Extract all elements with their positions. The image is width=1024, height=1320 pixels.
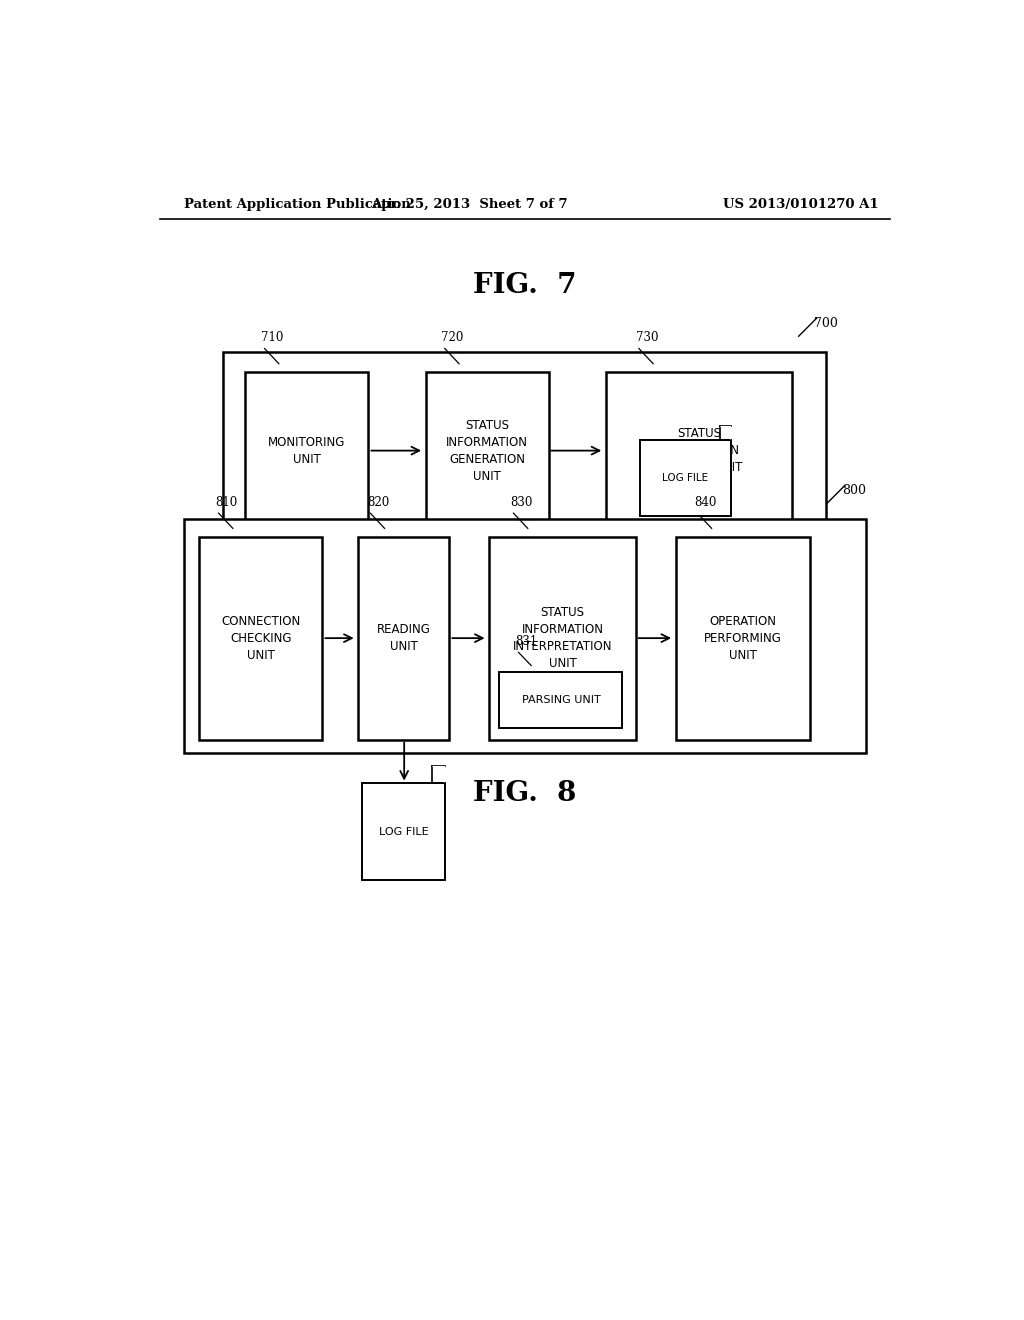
Bar [358, 536, 450, 739]
Bar [223, 351, 826, 549]
Polygon shape [721, 426, 731, 440]
Bar [183, 519, 866, 752]
Text: 831: 831 [515, 635, 538, 648]
Text: 730: 730 [636, 331, 658, 345]
Text: US 2013/0101270 A1: US 2013/0101270 A1 [723, 198, 879, 211]
Text: LOG FILE: LOG FILE [379, 826, 429, 837]
Text: FIG.  8: FIG. 8 [473, 780, 577, 807]
Bar [640, 440, 731, 516]
Text: STATUS
INFORMATION
STORAGE UNIT: STATUS INFORMATION STORAGE UNIT [655, 428, 742, 474]
Polygon shape [432, 766, 445, 784]
Text: 800: 800 [842, 484, 866, 498]
Text: Apr. 25, 2013  Sheet 7 of 7: Apr. 25, 2013 Sheet 7 of 7 [371, 198, 567, 211]
Text: PARSING UNIT: PARSING UNIT [521, 694, 600, 705]
Text: FIG.  7: FIG. 7 [473, 272, 577, 298]
Bar [362, 784, 445, 880]
Text: LOG FILE: LOG FILE [663, 473, 709, 483]
Bar [500, 672, 623, 727]
Text: 700: 700 [814, 317, 839, 330]
Bar [246, 372, 369, 529]
Bar [426, 372, 549, 529]
Text: MONITORING
UNIT: MONITORING UNIT [268, 436, 346, 466]
Text: 840: 840 [694, 496, 717, 510]
Bar [200, 536, 323, 739]
Text: STATUS
INFORMATION
INTERPRETATION
UNIT: STATUS INFORMATION INTERPRETATION UNIT [513, 606, 612, 671]
Text: 710: 710 [261, 331, 284, 345]
Bar [606, 372, 793, 529]
Text: 820: 820 [367, 496, 389, 510]
Text: Patent Application Publication: Patent Application Publication [183, 198, 411, 211]
Text: STATUS
INFORMATION
GENERATION
UNIT: STATUS INFORMATION GENERATION UNIT [446, 418, 528, 483]
Bar [489, 536, 636, 739]
Text: READING
UNIT: READING UNIT [377, 623, 431, 653]
Text: OPERATION
PERFORMING
UNIT: OPERATION PERFORMING UNIT [705, 615, 782, 661]
Text: 720: 720 [441, 331, 464, 345]
Text: 810: 810 [215, 496, 238, 510]
Text: CONNECTION
CHECKING
UNIT: CONNECTION CHECKING UNIT [221, 615, 301, 661]
Text: 830: 830 [510, 496, 532, 510]
Bar [676, 536, 811, 739]
